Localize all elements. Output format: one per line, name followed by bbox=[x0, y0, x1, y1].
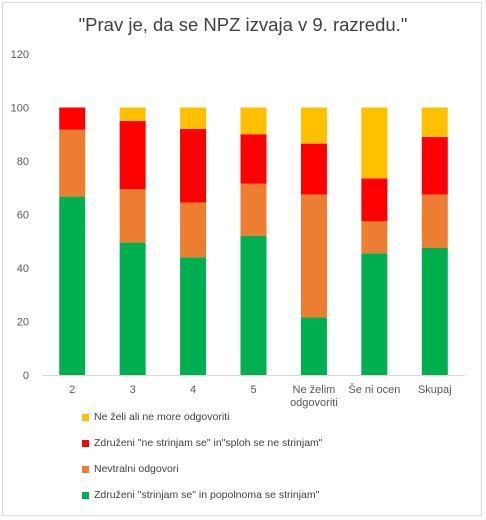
bar-segment bbox=[421, 247, 448, 375]
bar-segment bbox=[180, 107, 207, 129]
bar-segment bbox=[361, 178, 388, 222]
y-tick-label: 100 bbox=[11, 103, 29, 115]
bar-segment bbox=[240, 107, 267, 135]
x-tick-label: Skupaj bbox=[418, 384, 452, 396]
bar-segment bbox=[300, 194, 327, 318]
bar-segment bbox=[240, 183, 267, 236]
x-tick-label: 3 bbox=[130, 384, 136, 396]
y-tick-label: 40 bbox=[17, 263, 29, 275]
y-tick-label: 0 bbox=[23, 370, 29, 382]
bar-segment bbox=[119, 242, 146, 375]
legend-swatch bbox=[82, 440, 89, 447]
legend-label: Združeni "strinjam se" in popolnoma se s… bbox=[94, 489, 320, 501]
legend-swatch bbox=[82, 466, 89, 473]
bar-segment bbox=[119, 107, 146, 121]
bar-segment bbox=[300, 317, 327, 375]
bar-segment bbox=[240, 134, 267, 184]
bar-segment bbox=[180, 128, 207, 203]
bar-segment bbox=[240, 235, 267, 375]
x-tick-label: Ne želim bbox=[293, 384, 336, 396]
legend-swatch bbox=[82, 414, 89, 421]
chart-title: "Prav je, da se NPZ izvaja v 9. razredu.… bbox=[78, 14, 408, 35]
x-tick-label: 4 bbox=[190, 384, 196, 396]
y-tick-label: 60 bbox=[17, 210, 29, 222]
bar-segment bbox=[361, 221, 388, 254]
legend-label: Združeni "ne strinjam se" in"sploh se ne… bbox=[94, 437, 323, 449]
x-tick-label: 2 bbox=[69, 384, 75, 396]
bar-segment bbox=[119, 120, 146, 190]
x-tick-label: odgovoriti bbox=[290, 397, 338, 409]
bar-segment bbox=[180, 202, 207, 258]
bar-segment bbox=[180, 257, 207, 375]
x-tick-label: Še ni ocen bbox=[348, 383, 400, 396]
bar-segment bbox=[300, 107, 327, 144]
x-tick-label: 5 bbox=[250, 384, 256, 396]
bar-segment bbox=[361, 253, 388, 375]
y-tick-label: 120 bbox=[11, 49, 29, 61]
bar-segment bbox=[421, 136, 448, 195]
bar-segment bbox=[119, 189, 146, 243]
bar-segment bbox=[300, 143, 327, 195]
y-tick-label: 80 bbox=[17, 156, 29, 168]
bar-segment bbox=[59, 129, 86, 197]
legend-label: Nevtralni odgovori bbox=[94, 463, 179, 475]
y-tick-label: 20 bbox=[17, 317, 29, 329]
bar-segment bbox=[59, 107, 86, 130]
bar-segment bbox=[59, 196, 86, 375]
bar-segment bbox=[361, 107, 388, 179]
legend-swatch bbox=[82, 492, 89, 499]
bar-segment bbox=[421, 194, 448, 248]
legend-label: Ne želi ali ne more odgovoriti bbox=[94, 411, 230, 423]
bar-segment bbox=[421, 107, 448, 137]
